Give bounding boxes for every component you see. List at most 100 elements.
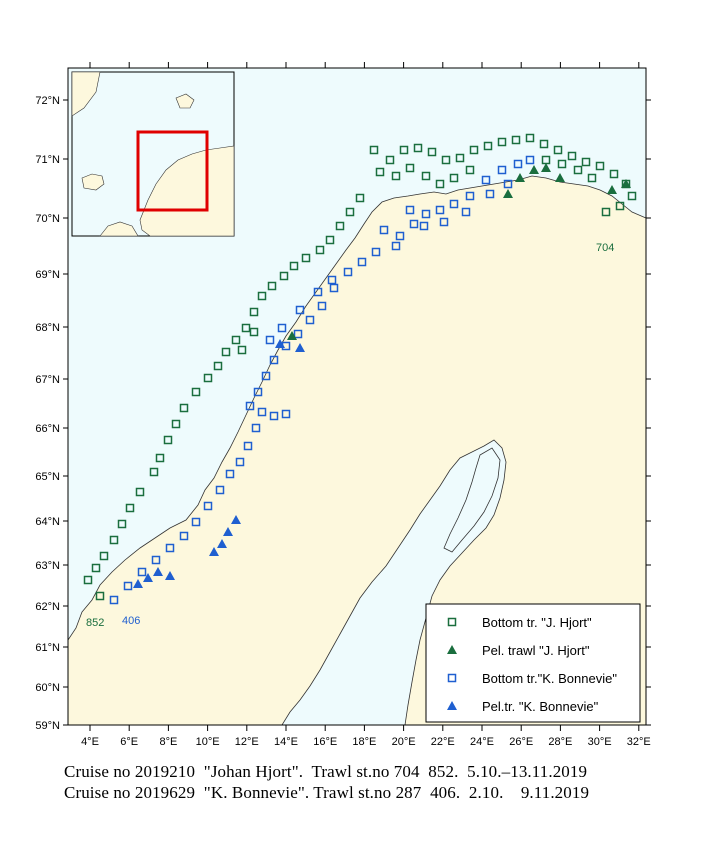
legend-item: Pel.tr. "K. Bonnevie" <box>447 699 599 714</box>
map-border <box>67 67 647 726</box>
station-square <box>513 159 523 169</box>
station-square <box>405 205 415 215</box>
station-square <box>109 535 119 545</box>
lat-label: 61°N <box>35 642 60 654</box>
station-square <box>163 435 173 445</box>
station-square <box>265 335 275 345</box>
lon-label: 18°E <box>352 736 376 748</box>
station-square <box>151 555 161 565</box>
inset-greenland <box>71 71 101 117</box>
station-square <box>277 323 287 333</box>
station-square <box>327 275 337 285</box>
station-triangle <box>621 179 631 188</box>
station-square <box>573 165 583 175</box>
station-square <box>391 241 401 251</box>
station-triangle <box>217 539 227 548</box>
lon-label: 12°E <box>235 736 259 748</box>
station-square <box>179 531 189 541</box>
station-square <box>627 191 637 201</box>
station-square <box>317 301 327 311</box>
inset-iceland <box>81 173 105 191</box>
lon-label: 32°E <box>627 736 651 748</box>
station-square <box>567 151 577 161</box>
station-square <box>267 281 277 291</box>
station-square <box>435 179 445 189</box>
lat-label: 66°N <box>35 423 60 435</box>
station-triangle <box>529 165 539 174</box>
latitude-axis: 72°N 71°N 70°N 69°N 68°N 67°N 66°N 65°N 64°N 63°N… <box>35 95 651 732</box>
hjort-pelagic-stations <box>287 163 631 340</box>
station-square <box>301 253 311 263</box>
legend-item: Bottom tr."K. Bonnevie" <box>447 671 617 686</box>
station-square <box>343 267 353 277</box>
bonnevie-bottom-stations <box>109 155 535 605</box>
lon-label: 26°E <box>509 736 533 748</box>
station-square <box>281 409 291 419</box>
station-square <box>179 403 189 413</box>
lat-label: 62°N <box>35 601 60 613</box>
station-square <box>243 441 253 451</box>
lat-label: 63°N <box>35 560 60 572</box>
station-square <box>249 327 259 337</box>
station-triangle <box>165 571 175 580</box>
station-square <box>149 467 159 477</box>
station-square <box>609 169 619 179</box>
station-square <box>257 407 267 417</box>
station-square <box>449 199 459 209</box>
station-square <box>539 139 549 149</box>
station-square <box>399 145 409 155</box>
station-square <box>289 261 299 271</box>
station-square <box>461 207 471 217</box>
station-square <box>329 283 339 293</box>
station-square <box>99 551 109 561</box>
station-square <box>203 501 213 511</box>
gulf-of-bothnia <box>443 447 501 553</box>
lat-label: 69°N <box>35 269 60 281</box>
station-square <box>245 401 255 411</box>
station-triangle <box>209 547 219 556</box>
station-square <box>261 371 271 381</box>
lon-label: 28°E <box>548 736 572 748</box>
inset-highlight-box <box>136 130 209 212</box>
legend-label: Pel.tr. "K. Bonnevie" <box>482 699 599 714</box>
caption-line-bonnevie: Cruise no 2019629 "K. Bonnevie". Trawl s… <box>64 783 590 802</box>
station-triangle <box>223 527 233 536</box>
legend-label: Bottom tr."K. Bonnevie" <box>482 671 617 686</box>
legend-item: Bottom tr. "J. Hjort" <box>447 615 592 630</box>
station-square <box>305 315 315 325</box>
station-square <box>497 165 507 175</box>
station-square <box>525 133 535 143</box>
station-square <box>295 305 305 315</box>
station-square <box>357 257 367 267</box>
station-square <box>447 673 457 683</box>
lat-label: 65°N <box>35 471 60 483</box>
station-square <box>135 487 145 497</box>
station-square <box>375 167 385 177</box>
station-square <box>109 595 119 605</box>
station-triangle <box>541 163 551 172</box>
lon-label: 22°E <box>431 736 455 748</box>
land-scandinavia <box>67 175 647 726</box>
station-square <box>257 291 267 301</box>
station-square <box>249 307 259 317</box>
station-square <box>137 567 147 577</box>
station-square <box>413 143 423 153</box>
legend: Bottom tr. "J. Hjort" Pel. trawl "J. Hjor… <box>425 603 641 723</box>
map-panel: 72°N 71°N 70°N 69°N 68°N 67°N 66°N 65°N 64°N 63°N… <box>35 62 651 748</box>
station-square <box>595 161 605 171</box>
station-square <box>215 485 225 495</box>
station-square <box>225 469 235 479</box>
station-triangle <box>447 645 457 654</box>
station-square <box>503 179 513 189</box>
station-triangle <box>607 185 617 194</box>
lat-label: 68°N <box>35 322 60 334</box>
station-square <box>421 171 431 181</box>
station-triangle <box>287 331 297 340</box>
lon-label: 10°E <box>196 736 220 748</box>
station-square <box>409 219 419 229</box>
station-square <box>469 145 479 155</box>
station-triangle <box>555 173 565 182</box>
lat-label: 71°N <box>35 154 60 166</box>
inset-svalbard <box>175 93 195 109</box>
